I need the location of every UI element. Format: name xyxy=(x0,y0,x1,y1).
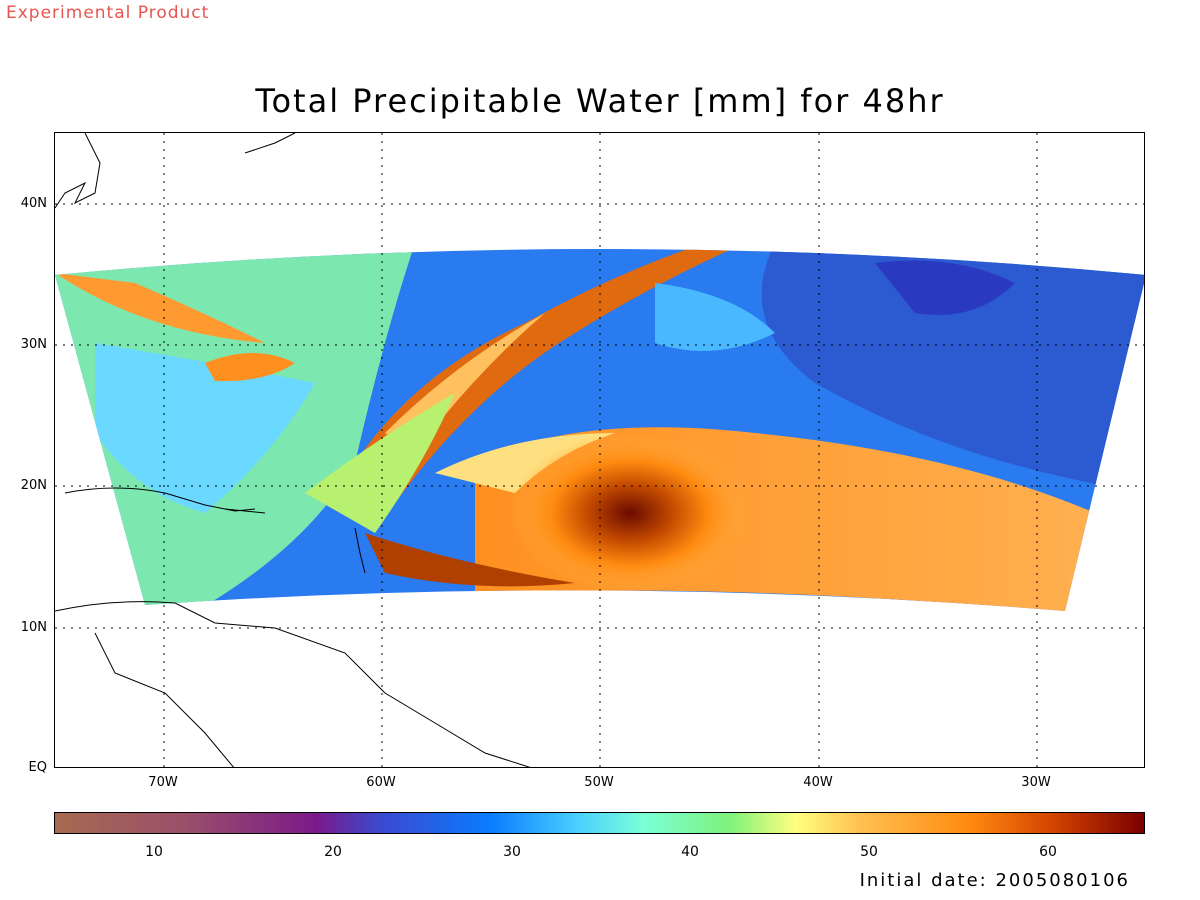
colorbar-tick-10: 10 xyxy=(145,844,163,860)
experimental-label: Experimental Product xyxy=(6,3,210,23)
lon-label-40w: 40W xyxy=(803,775,833,790)
graticule xyxy=(55,133,1144,767)
lon-label-50w: 50W xyxy=(584,775,614,790)
colorbar-tick-30: 30 xyxy=(503,844,521,860)
lon-label-30w: 30W xyxy=(1021,775,1051,790)
colorbar-tick-40: 40 xyxy=(681,844,699,860)
lat-label-40n: 40N xyxy=(20,196,47,211)
lon-label-60w: 60W xyxy=(366,775,396,790)
coastlines xyxy=(55,133,531,767)
initial-date: Initial date: 2005080106 xyxy=(859,870,1130,891)
lat-label-30n: 30N xyxy=(20,337,47,352)
colorbar-tick-50: 50 xyxy=(860,844,878,860)
lat-label-10n: 10N xyxy=(20,620,47,635)
colorbar-tick-60: 60 xyxy=(1039,844,1057,860)
colorbar xyxy=(54,812,1145,834)
lat-label-20n: 20N xyxy=(20,478,47,493)
map-frame xyxy=(54,132,1145,768)
lon-label-70w: 70W xyxy=(148,775,178,790)
map-canvas xyxy=(55,133,1144,767)
tpw-swath xyxy=(55,249,1144,611)
lat-label-eq: EQ xyxy=(28,760,47,775)
colorbar-tick-20: 20 xyxy=(324,844,342,860)
map-title: Total Precipitable Water [mm] for 48hr xyxy=(255,82,945,120)
